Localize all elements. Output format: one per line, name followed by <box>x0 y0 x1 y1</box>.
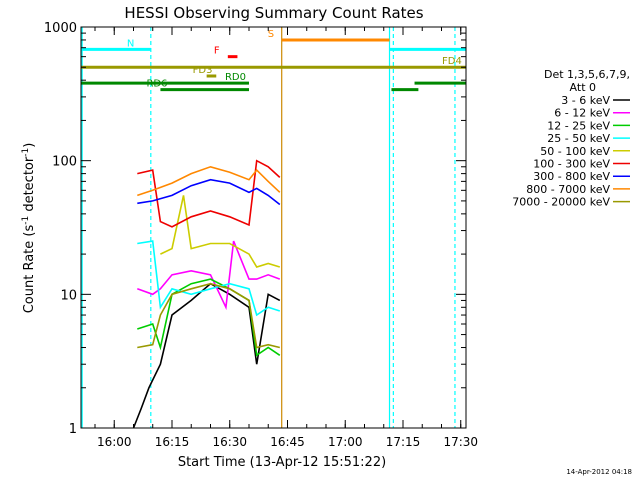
y-tick-label-2: 100 <box>52 155 77 170</box>
x-tick-label-1: 16:15 <box>155 435 190 449</box>
series-line-8 <box>137 282 280 349</box>
x-tick-label-3: 16:45 <box>270 435 305 449</box>
vertical-markers <box>81 27 456 428</box>
chart-title: HESSI Observing Summary Count Rates <box>124 4 423 22</box>
legend-label-6: 300 - 800 keV <box>533 170 610 183</box>
x-tick-label-2: 16:30 <box>212 435 247 449</box>
series-line-5 <box>137 159 281 228</box>
x-tick-label-0: 16:00 <box>97 435 132 449</box>
y-axis-label: Count Rate (s-1 detector-1) <box>21 143 37 314</box>
flag-label-fd4: FD4 <box>442 56 462 67</box>
x-tick-label-4: 17:00 <box>328 435 363 449</box>
series-line-4 <box>160 195 281 268</box>
flag-label-f: F <box>214 46 220 57</box>
series-line-6 <box>137 178 281 206</box>
timestamp: 14-Apr-2012 04:18 <box>566 468 632 476</box>
plot-frame <box>80 26 467 429</box>
y-tick-label-1: 10 <box>60 288 77 303</box>
flag-bars: N S F FD4 FD3 RD0 RD6 <box>81 29 466 92</box>
legend-label-0: 3 - 6 keV <box>561 94 610 107</box>
x-axis-label: Start Time (13-Apr-12 15:51:22) <box>178 455 386 470</box>
y-tick-label-3: 1000 <box>44 21 77 36</box>
series-lines <box>132 159 281 429</box>
flag-label-n: N <box>127 38 134 49</box>
legend-label-2: 12 - 25 keV <box>547 119 610 132</box>
x-ticks: 16:00 16:15 16:30 16:45 17:00 17:15 17:30 <box>94 27 478 449</box>
legend-label-3: 25 - 50 keV <box>547 132 610 145</box>
x-tick-label-6: 17:30 <box>443 435 478 449</box>
legend-label-7: 800 - 7000 keV <box>526 183 610 196</box>
y-tick-label-0: 1 <box>69 422 77 437</box>
series-line-3 <box>137 240 281 317</box>
series-line-1 <box>137 240 281 311</box>
flag-label-rd0: RD0 <box>225 72 246 83</box>
flag-label-fd3: FD3 <box>193 65 213 76</box>
legend-label-8: 7000 - 20000 keV <box>512 196 610 209</box>
legend-header-line-2: Att 0 <box>570 81 596 94</box>
series-line-0 <box>132 282 281 429</box>
series-line-2 <box>137 278 281 357</box>
flag-label-s: S <box>268 29 274 40</box>
x-tick-label-5: 17:15 <box>386 435 421 449</box>
y-ticks: 1 10 100 1000 <box>44 21 466 437</box>
flag-label-rd6: RD6 <box>146 79 167 90</box>
series-line-7 <box>137 165 281 197</box>
legend-label-4: 50 - 100 keV <box>540 145 610 158</box>
legend-header-line-1: Det 1,3,5,6,7,9, <box>544 68 630 81</box>
legend-label-1: 6 - 12 keV <box>554 107 610 120</box>
legend-label-5: 100 - 300 keV <box>533 158 610 171</box>
